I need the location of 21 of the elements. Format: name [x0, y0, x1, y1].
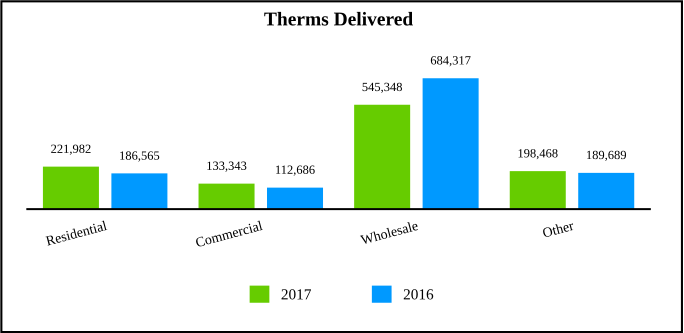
- x-tick-label: Other: [542, 220, 574, 238]
- bar: [42, 166, 99, 210]
- data-label: 198,468: [518, 149, 558, 160]
- data-label: 545,348: [362, 82, 402, 93]
- x-tick-label: Wholesale: [360, 220, 418, 245]
- data-label: 133,343: [207, 162, 246, 172]
- legend-label: 2016: [404, 289, 434, 300]
- bar: [578, 172, 634, 210]
- data-label: 684,317: [430, 56, 471, 66]
- data-label: 189,689: [587, 150, 626, 161]
- data-label: 186,565: [120, 151, 160, 162]
- bar: [198, 184, 255, 210]
- bar: [354, 104, 410, 210]
- chart-title: Therms Delivered: [264, 12, 413, 26]
- bar: [510, 171, 566, 210]
- data-label: 112,686: [276, 165, 315, 176]
- bar: [422, 78, 479, 210]
- data-label: 221,982: [51, 144, 91, 155]
- bar: [267, 188, 324, 210]
- bar: [111, 173, 168, 210]
- legend-label: 2017: [282, 289, 312, 300]
